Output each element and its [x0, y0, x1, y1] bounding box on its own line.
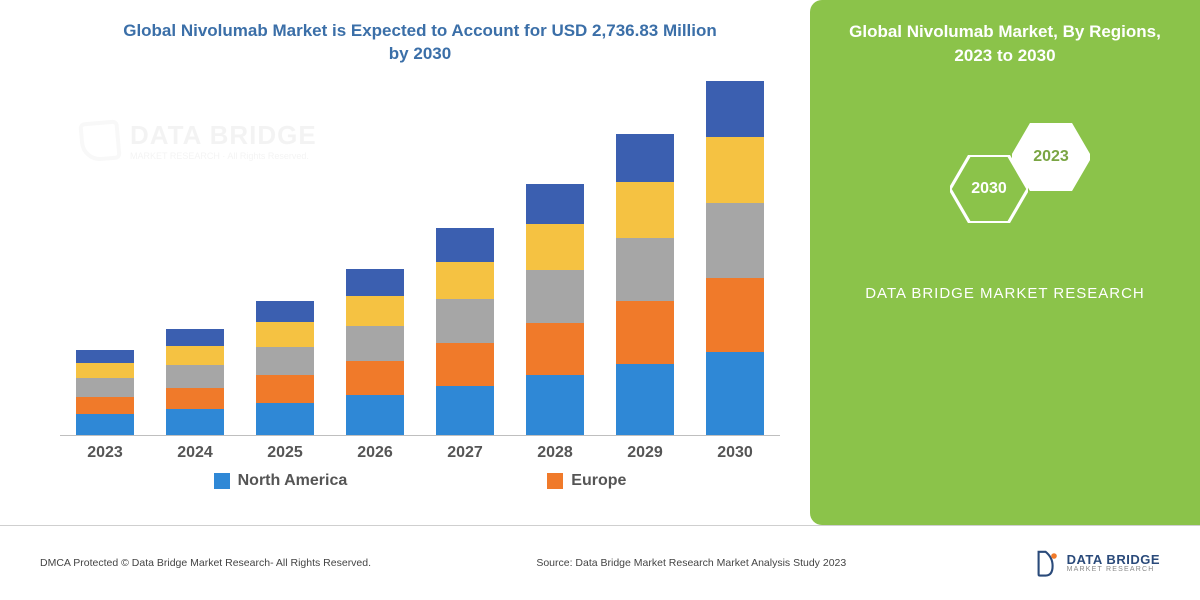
logo-mark-icon	[1033, 549, 1061, 577]
bar-segment	[526, 323, 584, 375]
bar-segment	[616, 134, 674, 182]
bar-segment	[256, 347, 314, 375]
x-label: 2025	[250, 444, 320, 462]
bar-segment	[76, 378, 134, 397]
bar-segment	[166, 409, 224, 435]
legend-swatch-icon	[547, 473, 563, 489]
bar-2029	[616, 134, 674, 435]
bar-segment	[166, 329, 224, 346]
bar-segment	[436, 299, 494, 343]
bar-segment	[436, 262, 494, 300]
bar-segment	[346, 361, 404, 395]
hex-badge-group: 20302023	[840, 123, 1170, 253]
chart-panel: Global Nivolumab Market is Expected to A…	[0, 0, 810, 525]
right-panel-title: Global Nivolumab Market, By Regions, 202…	[840, 20, 1170, 68]
bar-segment	[616, 238, 674, 301]
bar-2024	[166, 329, 224, 435]
bar-segment	[256, 375, 314, 402]
bar-segment	[166, 388, 224, 410]
bar-segment	[346, 296, 404, 326]
bar-segment	[76, 350, 134, 363]
footer: DMCA Protected © Data Bridge Market Rese…	[0, 525, 1200, 600]
bar-segment	[256, 301, 314, 322]
logo-text: DATA BRIDGE MARKET RESEARCH	[1067, 553, 1160, 573]
bar-segment	[706, 203, 764, 278]
x-axis-labels: 2023 2024 2025 2026 2027 2028 2029 2030	[60, 444, 780, 466]
right-panel: Global Nivolumab Market, By Regions, 202…	[810, 0, 1200, 525]
bar-segment	[526, 375, 584, 435]
bar-segment	[616, 182, 674, 238]
bar-segment	[436, 386, 494, 435]
bar-segment	[706, 352, 764, 435]
x-label: 2026	[340, 444, 410, 462]
bar-segment	[76, 397, 134, 414]
bar-2025	[256, 301, 314, 435]
bar-segment	[706, 278, 764, 352]
legend-label: Europe	[571, 472, 626, 490]
bar-segment	[346, 395, 404, 435]
bar-segment	[76, 363, 134, 378]
bar-segment	[526, 184, 584, 224]
x-label: 2023	[70, 444, 140, 462]
legend: North America Europe	[60, 472, 780, 490]
x-label: 2029	[610, 444, 680, 462]
bar-2023	[76, 350, 134, 435]
legend-swatch-icon	[214, 473, 230, 489]
bar-segment	[346, 269, 404, 296]
chart-title: Global Nivolumab Market is Expected to A…	[120, 20, 720, 66]
data-bridge-logo: DATA BRIDGE MARKET RESEARCH	[1033, 549, 1160, 577]
main-wrap: Global Nivolumab Market is Expected to A…	[0, 0, 1200, 525]
bar-segment	[706, 137, 764, 202]
footer-left: DMCA Protected © Data Bridge Market Rese…	[40, 557, 536, 569]
legend-item-na: North America	[214, 472, 348, 490]
bar-segment	[166, 346, 224, 365]
hex-badge-2023: 2023	[1012, 123, 1090, 191]
brand-label: DATA BRIDGE MARKET RESEARCH	[840, 283, 1170, 304]
x-label: 2028	[520, 444, 590, 462]
plot-area	[60, 76, 780, 436]
bar-2026	[346, 269, 404, 435]
bar-segment	[526, 224, 584, 270]
bar-segment	[526, 270, 584, 323]
bar-segment	[436, 343, 494, 386]
bar-segment	[616, 301, 674, 364]
x-label: 2030	[700, 444, 770, 462]
bar-segment	[616, 364, 674, 435]
bar-segment	[436, 228, 494, 261]
bar-segment	[346, 326, 404, 361]
x-label: 2027	[430, 444, 500, 462]
bar-2027	[436, 228, 494, 435]
legend-label: North America	[238, 472, 348, 490]
bar-2030	[706, 81, 764, 435]
legend-item-eu: Europe	[547, 472, 626, 490]
footer-logo: DATA BRIDGE MARKET RESEARCH	[1033, 549, 1160, 577]
bar-2028	[526, 184, 584, 435]
bar-segment	[166, 365, 224, 388]
footer-source: Source: Data Bridge Market Research Mark…	[536, 557, 1032, 569]
bar-segment	[256, 403, 314, 435]
bar-segment	[706, 81, 764, 138]
bar-segment	[256, 322, 314, 347]
x-label: 2024	[160, 444, 230, 462]
bar-segment	[76, 414, 134, 435]
